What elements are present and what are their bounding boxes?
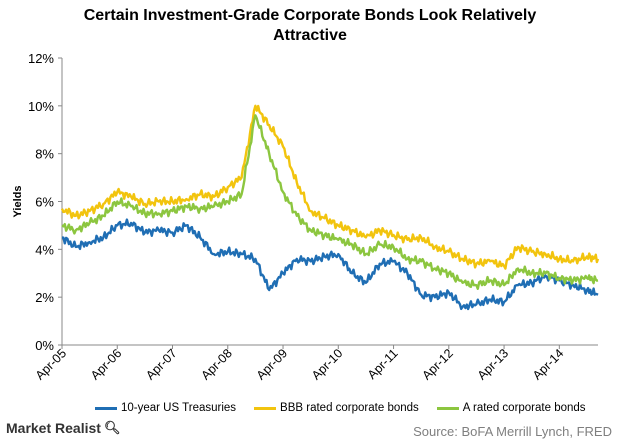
chart-title-line1: Certain Investment-Grade Corporate Bonds… <box>83 7 537 24</box>
chart-title: Certain Investment-Grade Corporate Bonds… <box>0 6 620 46</box>
magnifier-icon: 🔍︎ <box>103 420 121 435</box>
x-tick-label: Apr-07 <box>143 346 179 382</box>
y-tick-label: 8% <box>35 147 54 162</box>
legend-label-bbb: BBB rated corporate bonds <box>280 402 419 414</box>
y-tick-label: 6% <box>35 195 54 210</box>
x-tick-label: Apr-11 <box>365 346 401 382</box>
brand-name: Market Realist <box>6 420 101 436</box>
brand-logo: Market Realist 🔍︎ <box>6 420 120 436</box>
series-line-1 <box>61 218 599 311</box>
y-tick-label: 4% <box>35 242 54 257</box>
legend-label-treasuries: 10-year US Treasuries <box>121 402 237 414</box>
legend-item-bbb: BBB rated corporate bonds <box>254 402 419 414</box>
y-axis-label: Yields <box>12 186 24 218</box>
legend-item-a-rated: A rated corporate bonds <box>436 402 586 414</box>
legend-swatch-treasuries <box>95 406 117 410</box>
legend-swatch-a-rated <box>436 406 459 410</box>
y-tick-label: 0% <box>35 338 54 353</box>
x-tick-label: Apr-10 <box>309 346 345 382</box>
x-tick-label: Apr-13 <box>475 346 511 382</box>
source-note: Source: BoFA Merrill Lynch, FRED <box>413 424 612 439</box>
legend: 10-year US Treasuries BBB rated corporat… <box>95 400 615 416</box>
y-tick-label: 12% <box>28 51 54 66</box>
legend-item-treasuries: 10-year US Treasuries <box>95 402 236 414</box>
legend-swatch-bbb <box>254 406 277 410</box>
x-tick-label: Apr-12 <box>419 346 455 382</box>
x-tick-label: Apr-14 <box>530 346 566 382</box>
x-tick-label: Apr-06 <box>88 346 124 382</box>
y-tick-label: 10% <box>28 99 54 114</box>
series-line-3 <box>61 114 599 290</box>
series-line-2 <box>60 104 600 270</box>
x-tick-label: Apr-09 <box>254 346 290 382</box>
y-tick-label: 2% <box>35 290 54 305</box>
x-tick-label: Apr-08 <box>198 346 234 382</box>
chart-title-line2: Attractive <box>273 27 347 44</box>
legend-label-a-rated: A rated corporate bonds <box>462 402 586 414</box>
